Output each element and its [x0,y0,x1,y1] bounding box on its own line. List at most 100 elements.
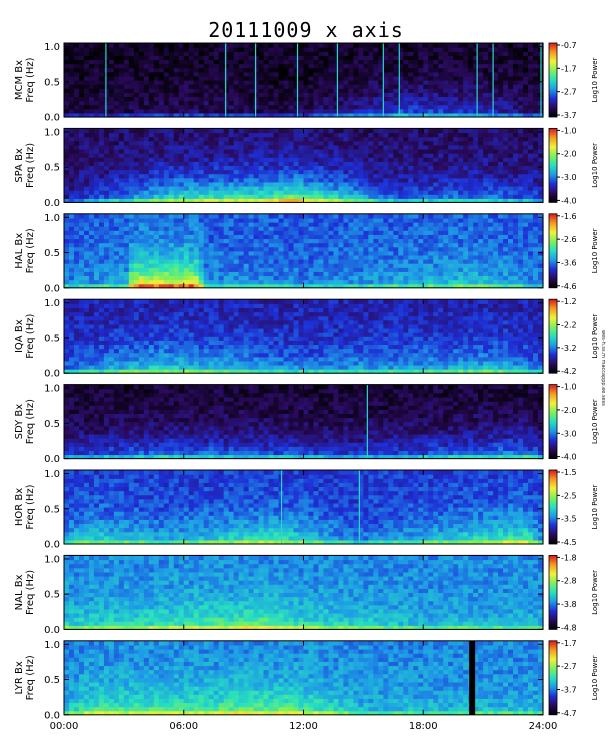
heatmap-cell [363,153,369,158]
heatmap-cell [478,185,484,191]
heatmap-cell [223,96,230,102]
heatmap-cell [223,148,230,154]
heatmap-cell [523,128,529,134]
heatmap-cell [78,173,85,179]
heatmap-cell [353,165,359,171]
heatmap-cell [223,71,230,77]
heatmap-cell [283,100,290,106]
heatmap-cell [103,67,110,73]
heatmap-cell [128,242,135,248]
heatmap-cell [333,283,340,289]
heatmap-cell [118,213,125,219]
heatmap-cell [518,165,524,171]
heatmap-cell [428,177,434,183]
heatmap-cell [398,132,404,138]
heatmap-cell [73,161,80,166]
heatmap-cell [193,55,200,61]
heatmap-cell [288,173,295,179]
heatmap-cell [328,165,335,171]
heatmap-cell [523,173,529,179]
heatmap-cell [438,132,444,138]
heatmap-cell [253,190,260,195]
heatmap-cell [518,169,524,175]
heatmap-cell [238,250,245,256]
y-tick-label: 1.0 [44,42,60,53]
heatmap-cell [313,275,320,281]
heatmap-cell [458,43,464,48]
heatmap-cell [463,165,469,171]
heatmap-cell [303,217,310,223]
heatmap-cell [343,128,350,134]
heatmap-cell [98,88,105,93]
heatmap-cell [148,198,155,203]
heatmap-cell [218,267,225,272]
heatmap-cell [308,222,315,227]
heatmap-cell [383,190,389,195]
heatmap-cell [418,198,424,203]
heatmap-cell [248,144,255,150]
heatmap-cell [133,43,140,48]
heatmap-cell [163,75,170,81]
heatmap-cell [88,92,95,98]
heatmap-cell [188,88,195,93]
heatmap-cell [393,173,399,179]
heatmap-cell [423,213,429,219]
heatmap-cell [198,259,205,264]
heatmap-cell [513,47,519,52]
heatmap-cell [78,71,85,77]
heatmap-cell [103,250,110,256]
heatmap-cell [433,194,439,199]
heatmap-cell [158,217,165,223]
heatmap-cell [288,234,295,240]
heatmap-cell [163,190,170,195]
heatmap-cell [278,140,285,146]
heatmap-cell [528,190,534,195]
heatmap-cell [223,51,230,56]
heatmap-cell [458,63,464,69]
heatmap-cell [223,100,230,106]
heatmap-cell [533,140,539,146]
heatmap-cell [83,198,90,203]
heatmap-cell [108,148,115,154]
heatmap-cell [448,67,454,73]
heatmap-cell [343,275,350,281]
heatmap-cell [188,84,195,89]
heatmap-cell [353,246,359,252]
heatmap-cell [468,169,474,175]
heatmap-cell [348,59,354,65]
heatmap-cell [213,75,220,81]
heatmap-cell [528,51,534,56]
heatmap-cell [278,226,285,231]
heatmap-cell [538,144,544,150]
heatmap-cell [503,132,509,138]
heatmap-cell [433,169,439,175]
heatmap-cell [398,128,404,134]
heatmap-cell [83,165,90,171]
heatmap-cell [218,250,225,256]
y-tick-label: 0.0 [44,113,60,124]
heatmap-cell [233,108,240,114]
heatmap-cell [333,263,340,268]
heatmap-cell [208,47,215,52]
heatmap-cell [203,181,210,187]
heatmap-cell [123,67,130,73]
heatmap-cell [123,55,130,61]
heatmap-cell [298,100,305,106]
heatmap-cell [133,226,140,231]
heatmap-cell [233,51,240,56]
heatmap-cell [483,84,489,89]
heatmap-cell [108,246,115,252]
heatmap-cell [518,51,524,56]
heatmap-cell [513,112,519,118]
heatmap-cell [348,75,354,81]
heatmap-cell [373,59,379,65]
heatmap-cell [218,238,225,244]
heatmap-cell [343,140,350,146]
heatmap-cell [173,43,180,48]
heatmap-cell [128,271,135,277]
heatmap-cell [143,157,150,162]
heatmap-cell [233,190,240,195]
heatmap-cell [223,55,230,61]
heatmap-cell [168,259,175,264]
heatmap-cell [438,51,444,56]
